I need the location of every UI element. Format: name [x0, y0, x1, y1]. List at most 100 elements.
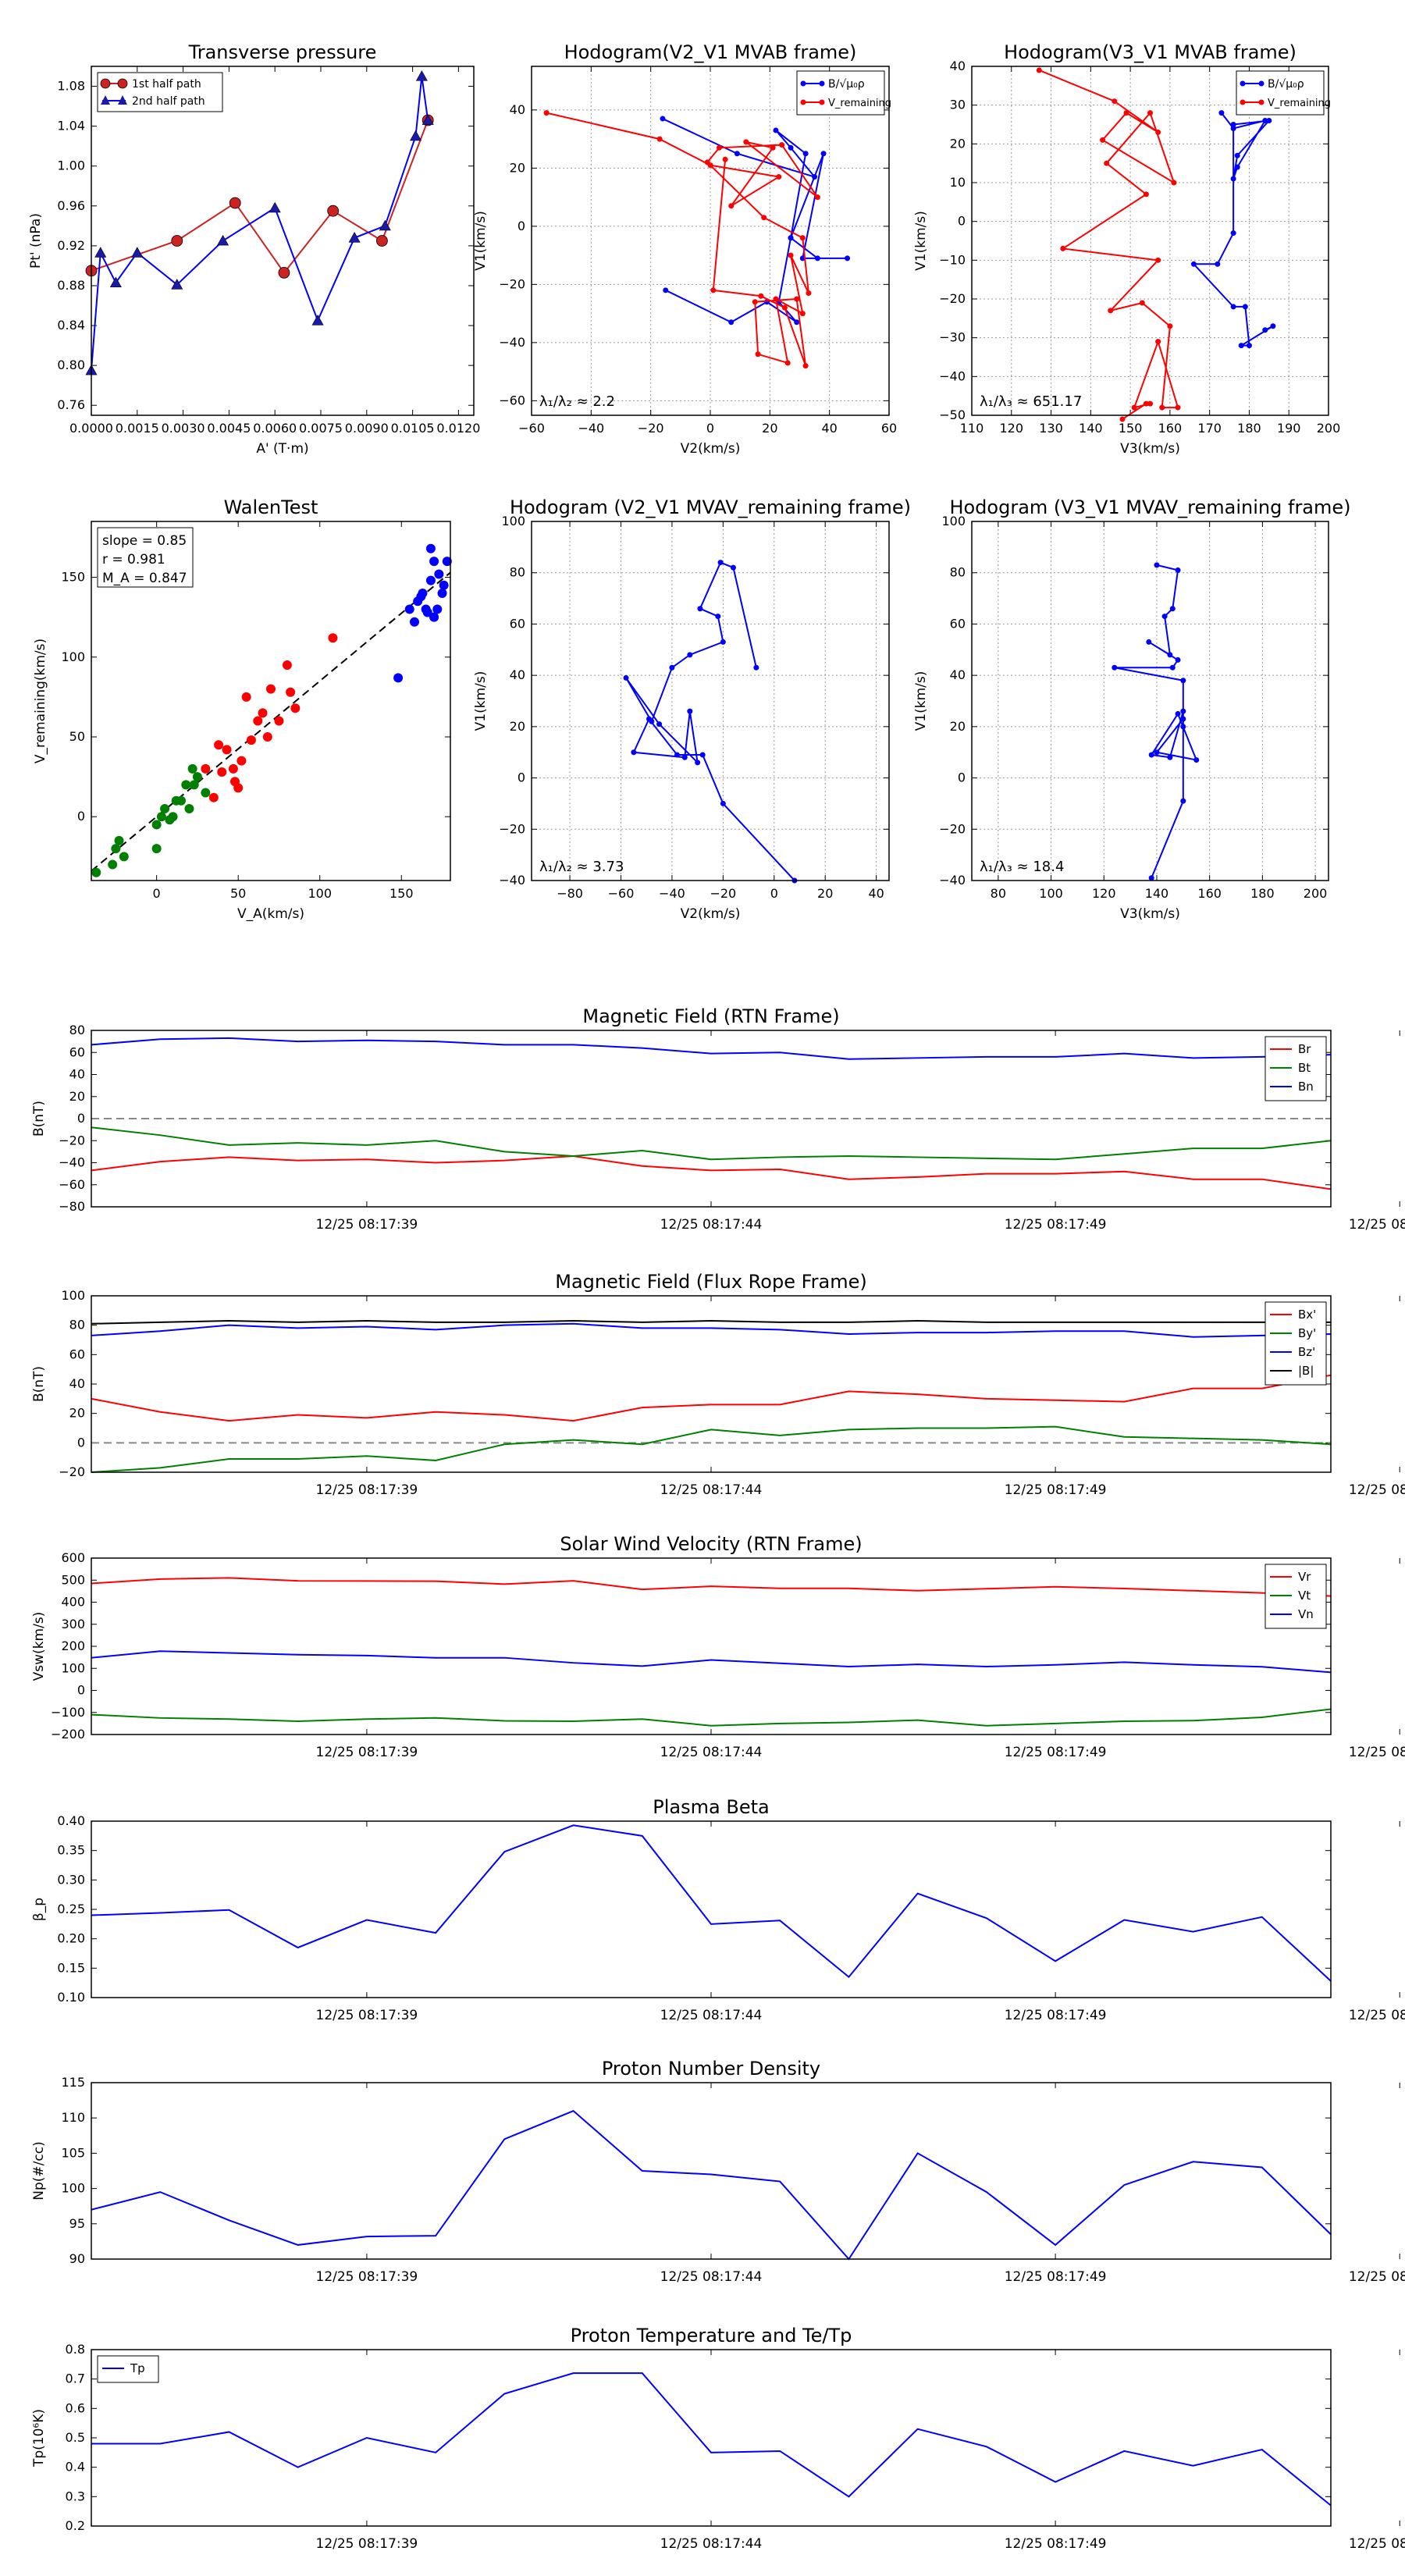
y-tick-label: 600 — [61, 1550, 85, 1565]
series-V-line — [625, 561, 795, 881]
series-V-point — [715, 614, 721, 620]
time-tick-label: 12/25 08:17:39 — [316, 1745, 418, 1760]
y-tick-label: 0.30 — [57, 1872, 85, 1887]
legend-marker — [100, 78, 111, 89]
series-Np-line — [91, 2110, 1332, 2261]
series-2nd-half-point — [171, 279, 183, 290]
legend: B/√μ₀ρ V_remaining — [796, 70, 891, 116]
x-tick-label: 120 — [1000, 421, 1024, 436]
y-tick-label: 20 — [69, 1089, 85, 1104]
series-Bz-line — [91, 1322, 1332, 1338]
plot-border — [91, 2349, 1332, 2527]
time-tick-label: 12/25 08:17:44 — [660, 2269, 763, 2285]
y-tick-label: 50 — [69, 729, 85, 744]
x-tick-label: 40 — [868, 886, 884, 901]
y-tick-label: 40 — [510, 667, 525, 682]
ratio-annotation: λ₁/λ₃ ≈ 651.17 — [980, 393, 1082, 410]
series-V-point — [623, 674, 629, 681]
plot-border — [971, 66, 1329, 416]
plot-border — [91, 1030, 1332, 1208]
y-tick-label: −40 — [499, 873, 525, 888]
chart-title: Hodogram(V3_V1 MVAB frame) — [1004, 41, 1297, 63]
series-V-point — [758, 293, 764, 299]
series-V-line — [1038, 69, 1179, 420]
x-tick-label: 180 — [1250, 886, 1275, 901]
time-tick-label: 12/25 08:17:49 — [1005, 2008, 1107, 2023]
y-tick-label: −60 — [59, 1177, 85, 1192]
walen-red-point — [237, 756, 247, 766]
chart-title: WalenTest — [224, 496, 318, 518]
y-tick-label: 1.08 — [57, 79, 85, 94]
series-B-point — [788, 144, 794, 151]
y-tick-label: 20 — [950, 136, 966, 151]
x-tick-label: 170 — [1197, 421, 1222, 436]
series-B-point — [794, 319, 800, 326]
plasma_beta-chart: Plasma Beta 0.10 0.15 0.20 0.25 0.30 0.35 0.40 β… — [31, 1796, 1405, 2023]
legend: Bx' By' Bz' |B| — [1264, 1301, 1327, 1386]
y-tick-label: 95 — [69, 2216, 85, 2231]
fit-line — [91, 571, 451, 872]
series-V-point — [799, 235, 806, 241]
mag_flux_rope-chart: Magnetic Field (Flux Rope Frame) −20 0 20 40… — [31, 1271, 1405, 1498]
series-V-point — [1148, 752, 1154, 758]
series-V-point — [716, 144, 722, 151]
series-B-point — [814, 255, 820, 262]
y-axis-label: B(nT) — [31, 1366, 47, 1402]
series-V-point — [802, 363, 809, 369]
y-tick-label: 0 — [518, 770, 525, 785]
series-1st-half-point — [229, 197, 241, 209]
x-tick-label: 120 — [1092, 886, 1116, 901]
legend-label: Tp — [130, 2361, 145, 2375]
y-tick-label: 400 — [61, 1595, 85, 1610]
y-tick-label: 300 — [61, 1617, 85, 1631]
y-tick-label: 60 — [510, 616, 525, 631]
time-tick-label: 12/25 08:17:44 — [660, 1482, 763, 1498]
y-tick-label: 0.88 — [57, 278, 85, 293]
series-V-point — [1143, 191, 1149, 197]
x-tick-label: 140 — [1079, 421, 1103, 436]
y-tick-label: 30 — [950, 98, 966, 112]
y-tick-label: 0 — [77, 1683, 85, 1698]
walen-blue-point — [429, 612, 439, 622]
series-B-point — [788, 235, 794, 241]
x-tick-label: 110 — [960, 421, 984, 436]
legend-label: Vn — [1298, 1607, 1314, 1621]
y-tick-label: 500 — [61, 1572, 85, 1587]
y-tick-label: 40 — [69, 1376, 85, 1391]
series-V-point — [704, 159, 710, 165]
series-B-point — [1215, 261, 1221, 267]
series-V-point — [669, 664, 675, 671]
walen-red-point — [201, 763, 211, 774]
series-V-point — [1180, 798, 1186, 804]
walen-blue-point — [439, 580, 449, 590]
x-tick-label: −20 — [710, 886, 736, 901]
ratio-annotation: λ₁/λ₂ ≈ 2.2 — [539, 393, 615, 410]
y-tick-label: 80 — [69, 1318, 85, 1332]
legend-label: Vr — [1298, 1570, 1311, 1584]
legend-label: |B| — [1298, 1364, 1314, 1378]
time-tick-label: 12/25 08:17:49 — [1005, 1482, 1107, 1498]
walen-red-point — [262, 732, 272, 742]
series-Tp-line — [91, 2372, 1332, 2507]
hodo_v3v1_mvav-chart: Hodogram (V3_V1 MVAV_remaining frame) 80 1… — [913, 496, 1351, 922]
series-B-point — [773, 127, 779, 133]
time-tick-label: 12/25 08:17:54 — [1349, 2269, 1405, 2285]
proton_density-chart: Proton Number Density 90 95 100 105 110 115 Np(… — [31, 2058, 1405, 2285]
y-tick-label: 0.6 — [66, 2400, 85, 2415]
walen-green-point — [201, 788, 211, 798]
walen-green-point — [184, 804, 194, 813]
legend-marker — [101, 95, 110, 105]
series-2nd-half-point — [311, 315, 324, 326]
legend-label: Bt — [1298, 1061, 1311, 1075]
y-tick-label: 10 — [950, 175, 966, 190]
series-V-point — [1147, 400, 1153, 407]
series-V-point — [681, 754, 688, 760]
x-tick-label: −80 — [557, 886, 583, 901]
legend-marker — [1240, 99, 1246, 105]
series-V-point — [776, 174, 782, 180]
x-axis-label: V3(km/s) — [1120, 441, 1180, 457]
y-tick-label: 0 — [518, 219, 525, 233]
walen-red-point — [274, 716, 284, 726]
y-axis-label: Np(#/cc) — [31, 2141, 47, 2200]
